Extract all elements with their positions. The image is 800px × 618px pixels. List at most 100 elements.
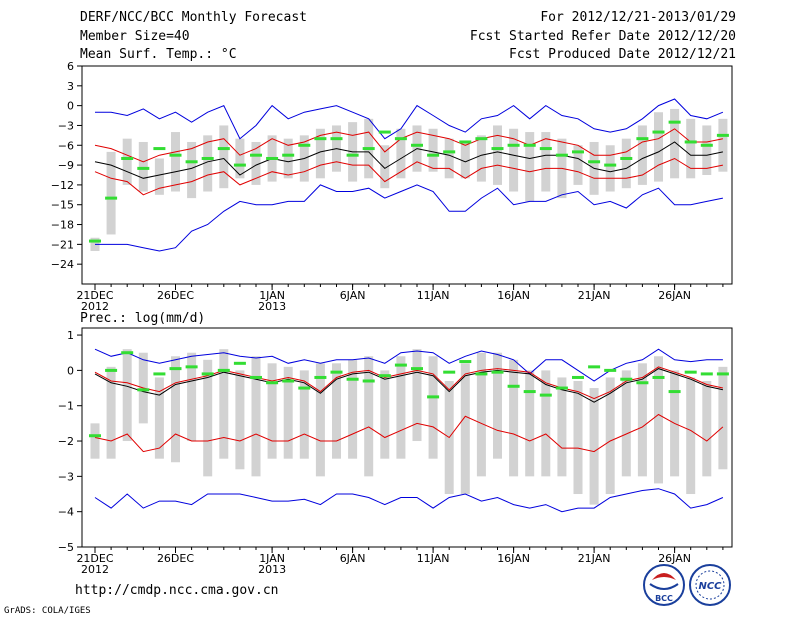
- prec-box-21: [428, 356, 438, 459]
- temp-median-20: [411, 143, 423, 147]
- prec-box-26: [509, 359, 519, 477]
- prec-box-13: [299, 370, 309, 459]
- prec-ytick-label-4: −3: [58, 470, 74, 483]
- temp-median-3: [137, 166, 150, 170]
- temp-box-18: [380, 145, 390, 189]
- temp-median-36: [668, 120, 681, 124]
- temp-median-5: [169, 153, 182, 157]
- prec-box-30: [573, 380, 583, 495]
- temp-box-33: [621, 138, 631, 189]
- temp-median-39: [716, 133, 729, 137]
- ncc-logo: NCC: [689, 564, 731, 606]
- prec-ytick-label-0: 1: [67, 329, 74, 342]
- prec-lower-std-line: [94, 413, 724, 453]
- temp-mean-line: [94, 141, 724, 179]
- prec-median-31: [588, 365, 601, 369]
- temp-box-24: [476, 135, 486, 182]
- prec-box-8: [219, 349, 229, 459]
- prec-median-3: [137, 388, 150, 392]
- temp-median-27: [523, 143, 536, 147]
- prec-title: Prec.: log(mm/d): [80, 311, 206, 326]
- temp-median-4: [153, 147, 166, 151]
- prec-box-10: [251, 356, 261, 477]
- prec-box-39: [718, 366, 728, 470]
- prec-box-4: [154, 377, 164, 459]
- prec-median-2: [121, 351, 134, 355]
- temp-median-24: [475, 137, 488, 141]
- prec-xtick-label-3: 6JAN: [340, 552, 366, 565]
- header-variable: Mean Surf. Temp.: °C: [80, 47, 237, 62]
- prec-median-5: [169, 367, 182, 371]
- ncc-logo-label: NCC: [698, 581, 722, 592]
- prec-xtick-sublabel-2: 2013: [258, 563, 286, 576]
- prec-xtick-label-7: 26JAN: [658, 552, 691, 565]
- prec-box-18: [380, 370, 390, 459]
- temp-xtick-label-2: 1JAN: [259, 289, 285, 302]
- temp-box-5: [171, 132, 180, 192]
- temp-box-37: [686, 118, 696, 179]
- prec-box-15: [332, 363, 341, 459]
- temp-box-12: [283, 138, 293, 179]
- temp-median-2: [121, 156, 134, 160]
- prec-box-16: [348, 359, 358, 459]
- footer-url: http://cmdp.ncc.cma.gov.cn: [75, 583, 279, 598]
- temp-box-32: [605, 145, 615, 192]
- temp-median-31: [588, 160, 601, 164]
- temp-box-38: [702, 125, 712, 175]
- temp-median-17: [362, 147, 375, 151]
- temp-box-28: [541, 132, 551, 192]
- prec-mean-line: [94, 368, 724, 403]
- prec-median-27: [523, 390, 536, 394]
- prec-median-10: [250, 375, 262, 379]
- temp-median-28: [539, 147, 552, 151]
- prec-max-line: [94, 348, 723, 382]
- temp-median-34: [636, 137, 649, 141]
- prec-xtick-label-4: 11JAN: [417, 552, 450, 565]
- temp-box-34: [637, 125, 647, 185]
- prec-box-5: [171, 356, 180, 463]
- prec-median-17: [362, 379, 375, 383]
- prec-median-33: [620, 377, 633, 381]
- prec-ytick-label-1: 0: [67, 364, 74, 377]
- temp-median-37: [684, 140, 697, 144]
- prec-median-1: [105, 368, 118, 372]
- prec-median-21: [427, 395, 440, 399]
- prec-median-36: [668, 390, 681, 394]
- temp-ytick-label-5: −9: [58, 159, 74, 172]
- temp-box-10: [251, 141, 261, 185]
- temp-xtick-label-0: 21DEC: [76, 289, 113, 302]
- prec-median-9: [233, 361, 246, 365]
- prec-median-19: [394, 363, 407, 367]
- temp-ytick-label-6: −12: [51, 179, 74, 192]
- prec-median-12: [282, 379, 295, 383]
- temp-box-39: [718, 118, 728, 172]
- temp-box-8: [219, 125, 229, 189]
- temp-median-25: [491, 147, 504, 151]
- prec-median-13: [298, 386, 311, 390]
- temp-median-26: [507, 143, 520, 147]
- header-period: For 2012/12/21-2013/01/29: [540, 10, 736, 25]
- header-title: DERF/NCC/BCC Monthly Forecast: [80, 10, 307, 25]
- prec-ytick-label-2: −1: [58, 400, 74, 413]
- temp-ytick-label-9: −21: [51, 238, 74, 251]
- prec-xtick-label-0: 21DEC: [76, 552, 113, 565]
- temp-median-30: [572, 150, 584, 154]
- temp-box-35: [654, 112, 663, 182]
- prec-box-23: [460, 363, 470, 495]
- prec-box-25: [493, 352, 502, 459]
- prec-median-23: [459, 360, 472, 364]
- temp-median-18: [378, 130, 391, 134]
- temp-median-6: [185, 160, 198, 164]
- prec-upper-std-line: [94, 366, 724, 400]
- header-start-date: Fcst Started Refer Date 2012/12/20: [469, 29, 736, 44]
- temp-ytick-label-1: 3: [67, 80, 74, 93]
- prec-median-38: [700, 372, 713, 376]
- temp-xtick-sublabel-2: 2013: [258, 300, 286, 313]
- temp-median-29: [555, 153, 568, 157]
- temp-median-8: [217, 147, 230, 151]
- prec-median-20: [411, 367, 423, 371]
- prec-xtick-label-6: 21JAN: [578, 552, 611, 565]
